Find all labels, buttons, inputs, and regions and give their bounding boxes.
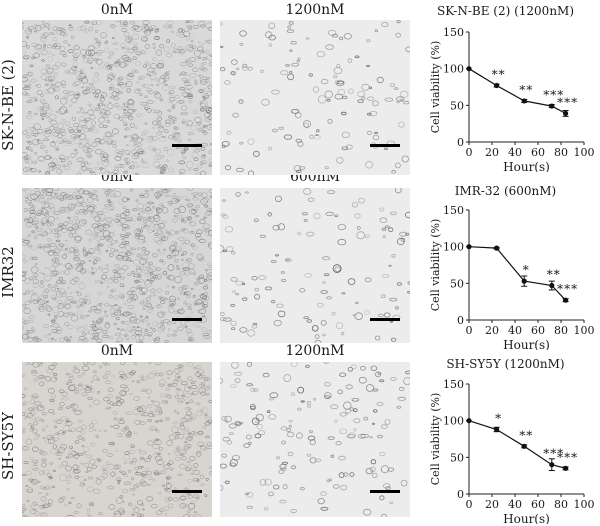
scale-bar (172, 144, 202, 147)
chart-title: SK-N-BE (2) (1200nM) (436, 4, 575, 18)
x-tick-label: 100 (574, 498, 595, 511)
micrograph-shsy5y-treated (220, 362, 410, 517)
data-point (521, 98, 527, 104)
y-tick-label: 0 (457, 314, 464, 327)
row3-control-label: 0nM (100, 343, 134, 359)
significance-label: * (495, 411, 502, 425)
y-tick-label: 50 (450, 451, 464, 464)
data-point (494, 426, 500, 433)
row1-cell-line-label: SK-N-BE (2) (0, 59, 17, 151)
y-tick-label: 150 (443, 378, 464, 391)
x-tick-label: 60 (531, 498, 545, 511)
x-tick-label: 80 (554, 146, 568, 159)
y-tick-label: 150 (443, 26, 464, 39)
x-axis-label: Hour(s) (503, 512, 550, 524)
y-tick-label: 50 (450, 99, 464, 112)
x-tick-label: 40 (508, 498, 522, 511)
significance-label: ** (519, 83, 533, 97)
micrograph-sknbe2-control (22, 20, 212, 175)
y-tick-label: 100 (443, 241, 464, 254)
y-axis-label: Cell viability (%) (429, 393, 442, 486)
y-tick-label: 100 (443, 415, 464, 428)
y-tick-label: 100 (443, 63, 464, 76)
data-point (549, 103, 555, 109)
y-axis-label: Cell viability (%) (429, 219, 442, 312)
row2-cell-line-label: IMR32 (0, 246, 17, 298)
micrograph-imr32-control (22, 188, 212, 343)
data-point (549, 462, 555, 468)
row3-treated-label: 1200nM (285, 343, 345, 359)
series-line (468, 420, 566, 469)
row3-cell-line-label: SH-SY5Y (0, 411, 17, 481)
x-tick-label: 0 (466, 498, 473, 511)
x-tick-label: 60 (531, 146, 545, 159)
significance-label: ** (547, 268, 561, 282)
x-tick-label: 40 (508, 146, 522, 159)
data-point (563, 465, 569, 471)
significance-label: *** (543, 88, 564, 102)
significance-label: ** (519, 428, 533, 442)
data-point (466, 66, 472, 72)
significance-label: *** (543, 447, 564, 461)
viability-chart-sknbe2: 0 20 40 60 80 100 0 50 100 150 Hour(s) Cell viabili… (429, 26, 595, 172)
significance-label: *** (557, 282, 578, 296)
viability-chart-shsy5y: 0 20 40 60 80 100 0 50 100 150 Hour(s) Cell viabili… (429, 378, 595, 524)
micrograph-shsy5y-control (22, 362, 212, 517)
micrograph-imr32-treated (220, 188, 410, 343)
data-point (494, 245, 500, 251)
x-tick-label: 20 (485, 146, 499, 159)
x-tick-label: 40 (508, 324, 522, 337)
y-tick-label: 0 (457, 136, 464, 149)
scale-bar (172, 318, 202, 321)
significance-label: *** (557, 450, 578, 464)
x-tick-label: 80 (554, 498, 568, 511)
x-axis-label: Hour(s) (503, 160, 550, 172)
chart-title: SH-SY5Y (1200nM) (446, 357, 565, 371)
viability-chart-imr32: 0 20 40 60 80 100 0 50 100 150 Hour(s) Cell viabili… (429, 204, 595, 350)
y-tick-label: 50 (450, 277, 464, 290)
x-tick-label: 0 (466, 324, 473, 337)
row1-control-label: 0nM (100, 2, 134, 18)
significance-label: ** (492, 68, 506, 82)
x-tick-label: 0 (466, 146, 473, 159)
data-point (494, 82, 500, 89)
data-point (549, 282, 555, 289)
data-point (521, 278, 527, 284)
significance-label: * (523, 263, 530, 277)
data-point (563, 110, 569, 116)
y-tick-label: 150 (443, 204, 464, 217)
scale-bar (370, 318, 400, 321)
y-axis-label: Cell viability (%) (429, 41, 442, 134)
x-tick-label: 60 (531, 324, 545, 337)
scale-bar (172, 490, 202, 493)
data-point (521, 443, 527, 449)
data-point (466, 244, 472, 250)
scale-bar (370, 490, 400, 493)
x-tick-label: 80 (554, 324, 568, 337)
x-tick-label: 100 (574, 324, 595, 337)
data-point (563, 297, 569, 303)
row1-treated-label: 1200nM (285, 2, 345, 18)
significance-label: *** (557, 95, 578, 109)
micrograph-sknbe2-treated (220, 20, 410, 175)
y-tick-label: 0 (457, 488, 464, 501)
scale-bar (370, 144, 400, 147)
chart-title: IMR-32 (600nM) (454, 184, 557, 198)
x-axis-label: Hour(s) (503, 338, 550, 350)
x-tick-label: 20 (485, 498, 499, 511)
x-tick-label: 20 (485, 324, 499, 337)
x-tick-label: 100 (574, 146, 595, 159)
data-point (466, 418, 472, 424)
